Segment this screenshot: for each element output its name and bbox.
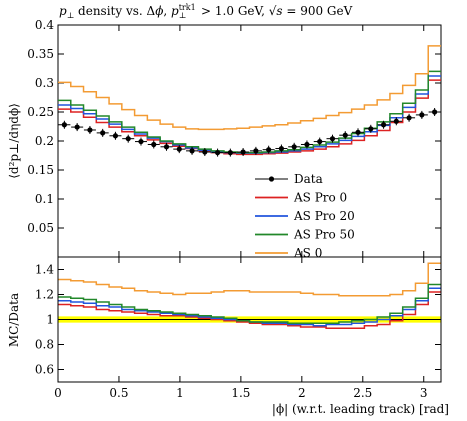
title-perp: ⊥ [67,11,75,20]
ratio-line-as-0 [58,262,441,297]
data-point [214,150,221,156]
data-point [355,129,361,135]
ratio-line-as-pro-0 [58,291,441,329]
data-point [317,138,323,145]
legend-label: AS Pro 20 [293,209,355,223]
main-y-tick-label: 0.25 [27,105,54,119]
ratio-y-tick-label: 1.4 [35,263,54,277]
series-line-as-0 [58,45,441,131]
legend-label: AS Pro 0 [293,191,347,205]
data-point [125,136,131,142]
title-energy: = 900 GeV [283,4,353,18]
series-line-as-pro-20 [58,75,441,154]
series-line-as-pro-0 [58,79,441,156]
chart-title: p⊥ density vs. Δϕ, ptrk1 ⊥ > 1.0 GeV, √s … [59,3,353,20]
ratio-y-axis-label: MC/Data [7,293,21,347]
main-plot-frame [57,24,442,258]
data-point [304,141,310,148]
data-point [419,112,425,118]
data-point [253,148,259,154]
x-tick-label: 0 [54,386,62,400]
title-text1: density vs. Δ [74,4,155,18]
main-x-ticks [57,25,425,257]
ratio-y-tick-label: 1.2 [35,288,54,302]
legend: Data AS Pro 0 AS Pro 20 AS Pro 50 AS 0 [255,172,355,260]
data-point [240,149,246,155]
main-y-axis-label: ⟨d²p⊥/dηdϕ⟩ [7,103,21,179]
data-point [176,146,182,152]
title-sqrt-s: √s [269,4,283,18]
legend-data-marker [268,176,275,182]
data-point [291,144,297,150]
data-points-group [58,108,441,157]
x-tick-label: 1.5 [231,386,250,400]
x-tick-label: 0.5 [109,386,128,400]
ratio-y-tick-label: 0.6 [35,363,54,377]
x-tick-label: 3 [420,386,428,400]
data-point [329,136,336,142]
ratio-panel: 0.6 0.8 1 1.2 1.4 0 0.5 1 1.5 2 2.5 3 MC/Data |ϕ| … [7,256,449,416]
series-line-as-pro-50 [58,70,441,154]
data-point [432,109,438,115]
data-point [266,147,272,153]
x-tick-label: 2 [298,386,306,400]
title-perp2: ⊥ [179,11,187,20]
ratio-line-as-pro-50 [58,283,441,324]
ratio-series-group [58,262,441,329]
title-cut: > 1.0 GeV, [197,4,268,18]
title-phi: ϕ [155,4,163,18]
data-point [61,122,67,128]
title-p2: p [171,4,179,18]
main-y-ticks: 0.05 0.1 0.15 0.2 0.25 0.3 0.35 0.4 [27,18,441,235]
x-tick-label: 1 [176,386,184,400]
data-point [74,124,80,130]
main-y-tick-label: 0.15 [27,163,54,177]
data-point [278,145,285,152]
legend-label: AS Pro 50 [293,228,355,242]
main-y-tick-label: 0.4 [35,18,54,32]
data-point [393,118,399,124]
data-point [138,138,144,145]
data-point [368,126,374,132]
x-axis-label: |ϕ| (w.r.t. leading track) [rad] [272,402,449,416]
main-y-tick-label: 0.1 [35,192,54,206]
main-y-tick-label: 0.3 [35,76,54,90]
main-y-tick-label: 0.35 [27,47,54,61]
main-y-tick-label: 0.2 [35,134,54,148]
data-point [227,150,233,156]
main-y-tick-label: 0.05 [27,221,54,235]
legend-label: AS 0 [293,246,322,260]
ratio-x-ticks: 0 0.5 1 1.5 2 2.5 3 [54,257,428,400]
ratio-y-tick-label: 1 [46,313,54,327]
data-point [342,132,348,138]
title-p: p [59,4,67,18]
x-tick-label: 2.5 [353,386,372,400]
title-trk: trk1 [179,3,196,12]
data-point [380,122,387,128]
data-point [112,133,119,139]
legend-label: Data [294,172,323,186]
data-point [189,148,195,154]
data-point [202,149,208,155]
main-series-group [58,45,441,156]
data-point [151,141,157,148]
ratio-y-ticks: 0.6 0.8 1 1.2 1.4 [35,263,441,377]
data-point [406,115,412,121]
data-point [87,127,93,133]
main-panel: 0.05 0.1 0.15 0.2 0.25 0.3 0.35 0.4 ⟨d²p⊥/dηdϕ⟩… [7,18,442,260]
ratio-y-tick-label: 0.8 [35,338,54,352]
data-point [163,144,170,150]
title-comma: , [163,4,171,18]
data-point [100,130,106,136]
